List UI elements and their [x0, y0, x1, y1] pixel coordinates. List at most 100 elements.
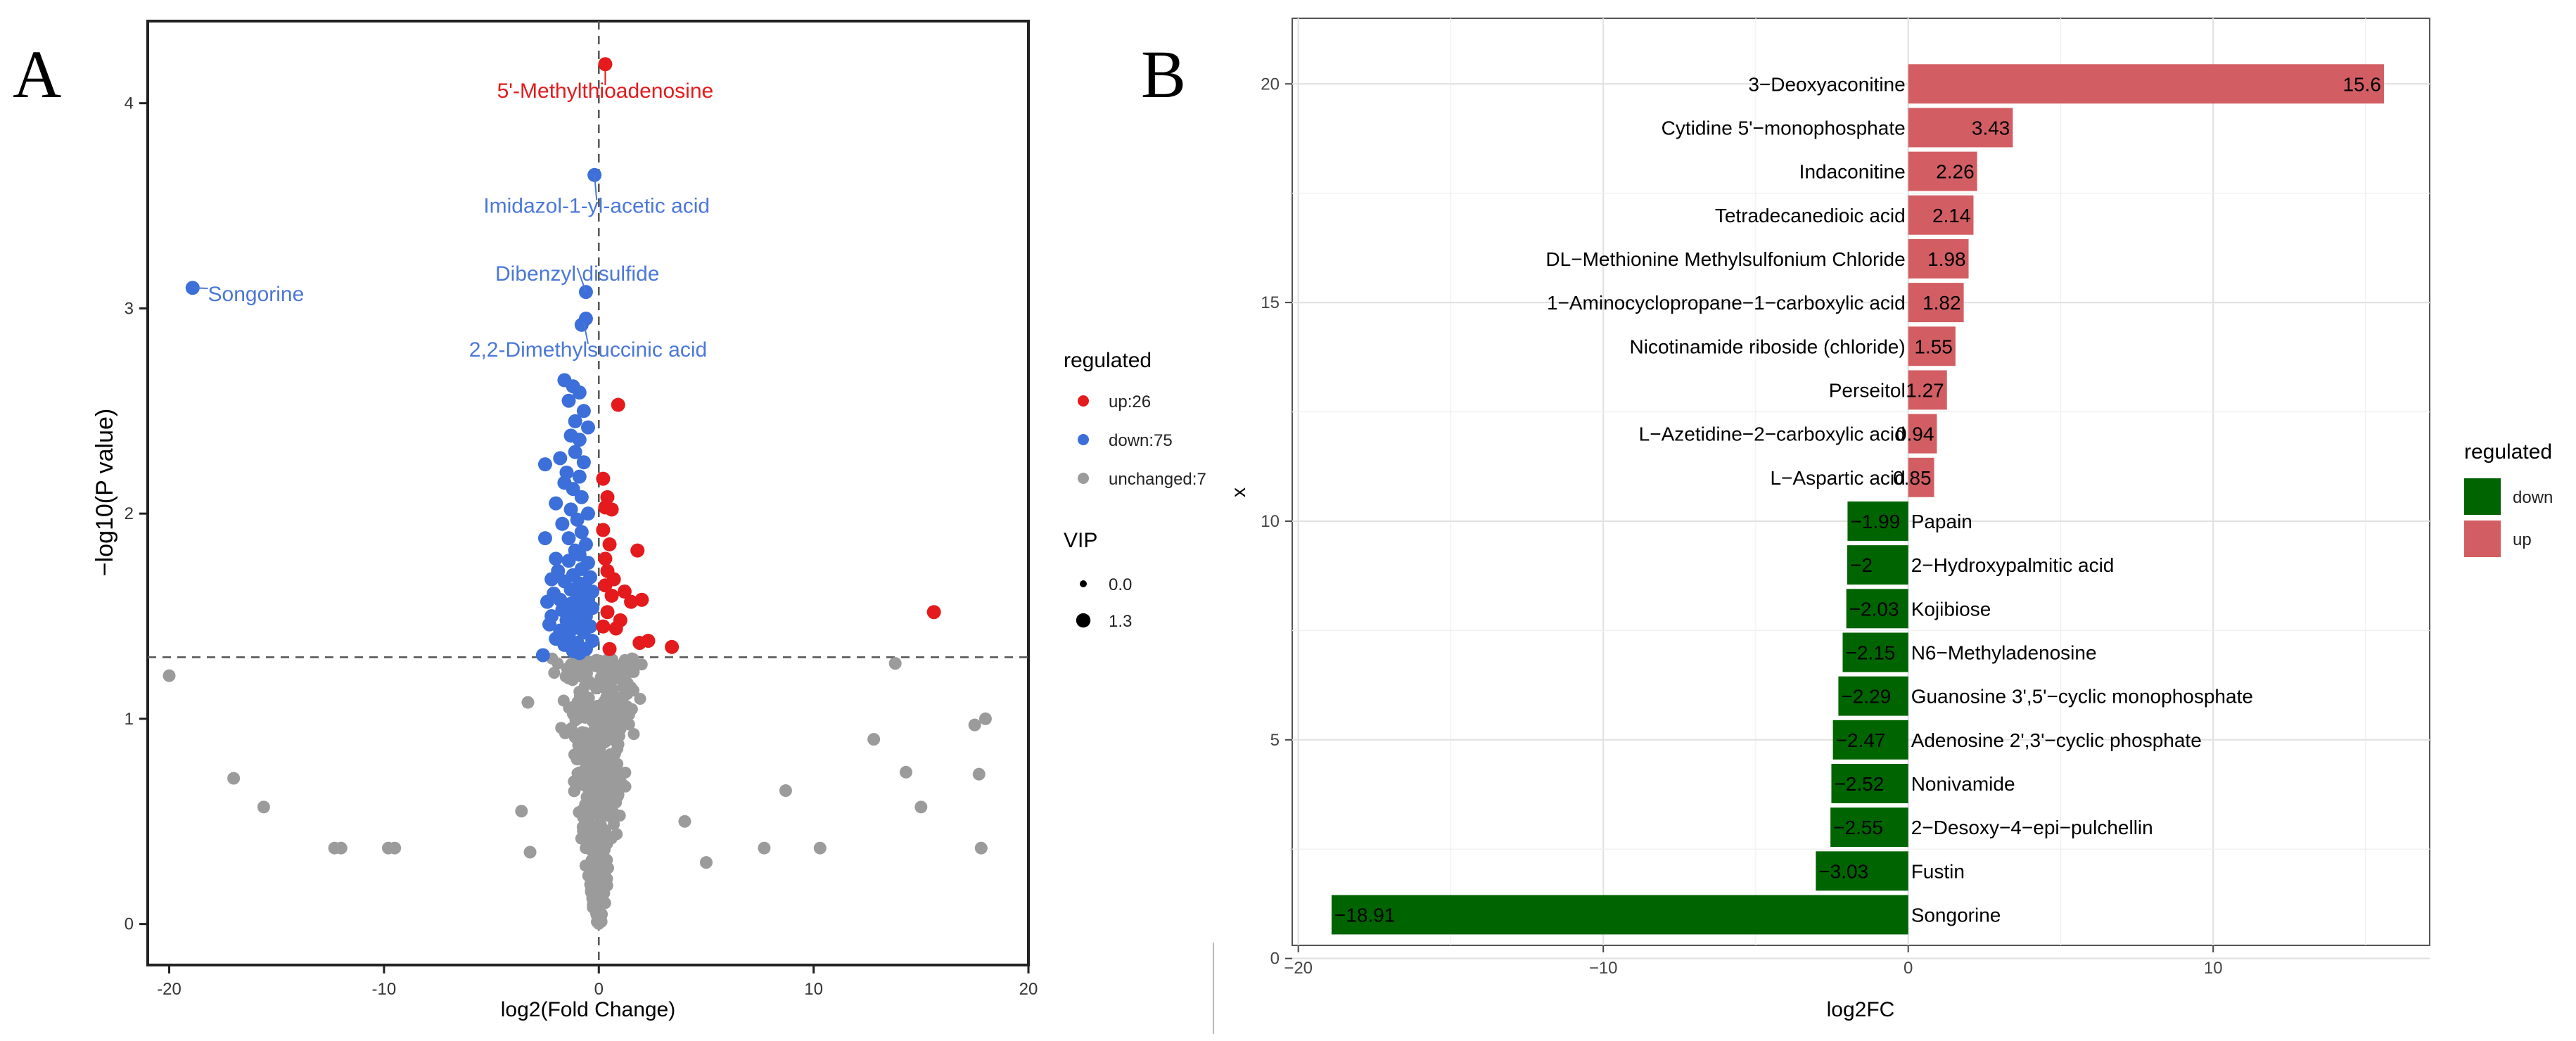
- unchanged-point: [581, 705, 594, 718]
- up-point: [598, 578, 613, 593]
- bar-up: [1908, 64, 2384, 104]
- unchanged-point: [592, 905, 604, 917]
- down-point: [544, 572, 559, 587]
- unchanged-point: [515, 805, 528, 818]
- up-point: [600, 605, 615, 620]
- up-points: [596, 57, 941, 656]
- down-point: [555, 516, 570, 531]
- unchanged-point: [627, 653, 639, 665]
- bar-down: [1831, 763, 1908, 803]
- unchanged-point: [568, 775, 580, 788]
- y-tick-label: 4: [125, 94, 134, 113]
- bar-value-label: −3.03: [1818, 860, 1868, 882]
- bar-value-labels: 15.6 3.43 2.26 2.14 1.98 1.82 1.55 1.27 0.94 0.85…: [1334, 73, 2381, 926]
- unchanged-point: [575, 805, 588, 817]
- unchanged-point: [555, 722, 568, 734]
- annotation-label: 5'-Methylthioadenosine: [497, 79, 714, 103]
- down-point: [561, 393, 576, 408]
- x-tick-label: -20: [157, 980, 181, 999]
- bar-name-label: 2−Hydroxypalmitic acid: [1911, 554, 2115, 576]
- y-tick-label: 1: [125, 710, 134, 729]
- up-point: [611, 397, 625, 412]
- legend-title-vip: VIP: [1064, 529, 1097, 552]
- volcano-plot: A 5'-Methylthioadenosine Imidazol-1-yl-ac…: [13, 20, 1206, 1021]
- down-point: [570, 512, 585, 527]
- unchanged-point: [592, 699, 604, 712]
- unchanged-point: [899, 765, 912, 779]
- unchanged-point: [974, 841, 988, 855]
- bar-value-label: −2: [1850, 554, 1873, 576]
- annotation-leader-line: [576, 267, 587, 293]
- legend-label-up: up:26: [1109, 392, 1151, 411]
- up-point: [598, 551, 613, 566]
- y-tick-label: 0: [1270, 950, 1280, 969]
- x-axis-ticks: −20 −10 0 10: [1284, 945, 2223, 978]
- down-point: [537, 457, 552, 472]
- y-tick-label: 15: [1261, 293, 1280, 312]
- legend-label-down: down:75: [1109, 431, 1173, 450]
- x-tick-label: 20: [1019, 980, 1038, 999]
- down-point: [563, 502, 578, 517]
- unchanged-point: [583, 746, 596, 759]
- legend-swatch-unchanged: [1078, 473, 1089, 484]
- up-point: [635, 592, 649, 607]
- unchanged-point: [592, 745, 605, 758]
- up-point: [632, 635, 647, 650]
- down-point: [561, 531, 576, 546]
- bar-up: [1908, 326, 1956, 366]
- unchanged-point: [627, 728, 640, 741]
- y-tick-label: 5: [1270, 731, 1280, 750]
- unchanged-point: [599, 843, 611, 856]
- legend-entries: up:26 down:75 unchanged:7: [1078, 392, 1206, 489]
- bar-down: [1331, 895, 1908, 935]
- unchanged-point: [582, 832, 594, 845]
- unchanged-point: [589, 722, 601, 734]
- down-point: [574, 317, 589, 332]
- legend: regulated up:26 down:75 unchanged:7 VIP 0.…: [1064, 349, 1206, 631]
- bar-value-label: −1.99: [1850, 511, 1900, 532]
- unchanged-point: [565, 722, 578, 734]
- down-point: [549, 551, 563, 566]
- down-point: [581, 420, 595, 435]
- down-point: [537, 531, 552, 546]
- bar-chart: B 15.6 3.43 2.26 2.14 1.98 1.82 1.55 1.27 0.94 0.…: [1141, 18, 2553, 1034]
- bar-value-label: −18.91: [1334, 904, 1395, 926]
- bar-value-label: 1.27: [1906, 379, 1944, 401]
- bar-value-label: −2.55: [1833, 817, 1883, 838]
- x-tick-label: 0: [594, 980, 604, 999]
- x-tick-label: −10: [1589, 959, 1618, 978]
- down-point: [572, 469, 587, 484]
- y-axis-label: x: [1228, 487, 1249, 497]
- unchanged-point: [580, 761, 592, 774]
- unchanged-point: [580, 791, 593, 803]
- unchanged-point: [593, 914, 606, 926]
- bar-value-label: 1.55: [1914, 336, 1953, 357]
- legend-title-regulated: regulated: [1064, 349, 1152, 372]
- bar-down: [1838, 676, 1908, 716]
- unchanged-point: [334, 841, 347, 855]
- unchanged-point: [618, 703, 631, 715]
- unchanged-point: [593, 654, 606, 667]
- unchanged-points: [162, 651, 992, 930]
- bar-value-label: −2.15: [1845, 641, 1895, 663]
- bar-value-label: 1.82: [1923, 292, 1961, 314]
- x-axis-label: log2(Fold Change): [501, 998, 675, 1021]
- bar-value-label: −2.47: [1836, 729, 1886, 751]
- legend-label-up: up: [2513, 530, 2532, 549]
- unchanged-point: [888, 657, 902, 670]
- annotation-leader-line: [582, 322, 589, 344]
- unchanged-point: [604, 691, 616, 703]
- bar-name-label: DL−Methionine Methylsulfonium Chloride: [1545, 248, 1905, 270]
- y-tick-label: 2: [125, 504, 134, 523]
- annotation-label: Imidazol-1-yl-acetic acid: [483, 195, 710, 218]
- unchanged-point: [592, 860, 604, 872]
- down-point: [568, 414, 582, 428]
- y-tick-label: 0: [125, 915, 134, 934]
- bar-name-label: Adenosine 2',3'−cyclic phosphate: [1911, 729, 2202, 751]
- bar-down: [1847, 501, 1908, 541]
- annotation-label: Dibenzyl disulfide: [495, 262, 659, 286]
- x-tick-label: 0: [1904, 959, 1913, 978]
- vip-legend-swatch: [1080, 580, 1087, 587]
- unchanged-point: [779, 784, 792, 798]
